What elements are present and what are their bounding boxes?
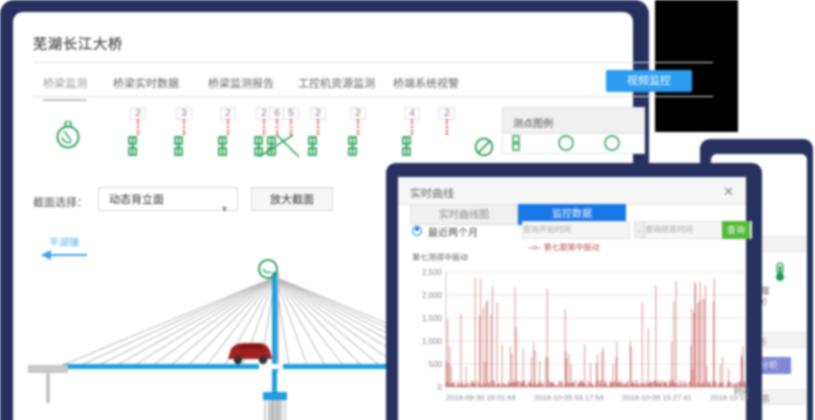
svg-text:2018-10-09 15:27:41: 2018-10-09 15:27:41 xyxy=(622,393,692,402)
svg-text:0: 0 xyxy=(438,383,443,392)
svg-text:2018-09-30 16:01:44: 2018-09-30 16:01:44 xyxy=(446,393,516,402)
svg-text:2,500: 2,500 xyxy=(422,268,443,277)
svg-text:500: 500 xyxy=(429,360,443,369)
svg-text:1,000: 1,000 xyxy=(422,337,443,346)
svg-text:1,500: 1,500 xyxy=(422,314,443,323)
svg-text:2,000: 2,000 xyxy=(422,291,443,300)
svg-text:时间: 时间 xyxy=(734,386,749,396)
svg-text:2018-10-05 03:17:54: 2018-10-05 03:17:54 xyxy=(534,393,604,402)
